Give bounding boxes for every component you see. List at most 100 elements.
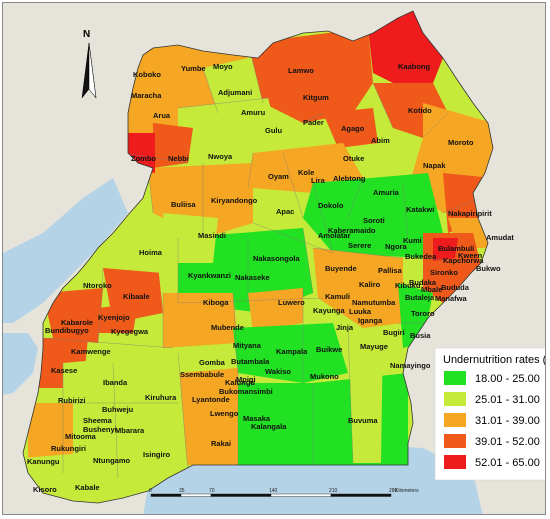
district-label-kaliro: Kaliro	[359, 280, 381, 289]
region-lamwo-kitgum	[248, 28, 373, 123]
district-label-kyenjojo: Kyenjojo	[98, 313, 130, 322]
region-agago	[323, 108, 378, 148]
district-label-alebtong: Alebtong	[333, 174, 366, 183]
map-frame: Koboko Yumbe Moyo Maracha Adjumani Arua Amuru Z…	[2, 2, 546, 515]
district-label-dokolo: Dokolo	[318, 201, 344, 210]
district-label-amuru: Amuru	[241, 108, 266, 117]
uganda-outline	[22, 10, 494, 504]
district-label-budaka: Budaka	[409, 278, 437, 287]
district-label-maracha: Maracha	[131, 91, 162, 100]
scale-bar-segment	[330, 493, 392, 497]
scale-bar-tick-label: 35	[179, 488, 185, 494]
north-arrow-right-half	[88, 42, 97, 99]
district-label-luwero: Luwero	[278, 298, 305, 307]
region-kalangala	[233, 383, 313, 465]
district-label-mpigi: Mpigi	[236, 375, 256, 384]
district-label-isingiro: Isingiro	[143, 450, 171, 459]
district-label-buliisa: Buliisa	[171, 200, 196, 209]
region-kyegegwa	[98, 303, 138, 333]
legend-label-3: 31.01 - 39.00	[475, 415, 540, 427]
district-label-moroto: Moroto	[448, 138, 474, 147]
district-label-kisoro: Kisoro	[33, 485, 57, 494]
region-apac-dokolo	[253, 188, 313, 223]
district-label-kyegegwa: Kyegegwa	[111, 327, 149, 336]
region-adjumani	[203, 58, 253, 113]
district-label-moyo: Moyo	[213, 62, 233, 71]
district-label-mityana: Mityana	[233, 341, 262, 350]
district-label-ntoroko: Ntoroko	[83, 281, 112, 290]
district-label-oyam: Oyam	[268, 172, 289, 181]
legend-label-5: 52.01 - 65.00	[475, 457, 540, 469]
district-label-agago: Agago	[341, 124, 365, 133]
district-label-bulambuli: Bulambuli	[438, 244, 474, 253]
district-label-kumi: Kumi	[403, 236, 422, 245]
district-label-mbarara: Mbarara	[115, 426, 145, 435]
lake-edward	[3, 333, 38, 395]
legend-swatch-2	[444, 392, 466, 406]
district-label-kabarole: Kabarole	[61, 318, 93, 327]
district-label-busia: Busia	[410, 331, 431, 340]
district-label-kalungu: Kalungu	[225, 378, 255, 387]
district-label-lira: Lira	[311, 176, 326, 185]
district-label-yumbe: Yumbe	[181, 64, 206, 73]
district-label-nakapiripirit: Nakapiripirit	[448, 209, 492, 218]
district-label-buvuma: Buvuma	[348, 416, 378, 425]
district-label-bushenyi: Bushenyi	[83, 425, 117, 434]
district-label-kitgum: Kitgum	[303, 93, 329, 102]
lake-albert	[3, 178, 128, 323]
uganda-map: Koboko Yumbe Moyo Maracha Adjumani Arua Amuru Z…	[3, 3, 546, 514]
district-label-kasese: Kasese	[51, 366, 77, 375]
district-label-pallisa: Pallisa	[378, 266, 403, 275]
district-label-kaabong: Kaabong	[398, 62, 431, 71]
district-label-kabale: Kabale	[75, 483, 100, 492]
district-label-kampala: Kampala	[276, 347, 308, 356]
district-label-butambala: Butambala	[231, 357, 270, 366]
legend-title: Undernutrition rates (%)	[443, 354, 546, 366]
scale-bar-tick-label: 210	[329, 488, 338, 494]
district-label-serere: Serere	[348, 241, 371, 250]
district-label-bududa: Bududa	[441, 283, 470, 292]
district-label-napak: Napak	[423, 161, 446, 170]
district-label-kapchorwa: Kapchorwa	[443, 256, 484, 265]
district-label-apac: Apac	[276, 207, 294, 216]
region-busoga	[313, 248, 403, 328]
legend-swatch-3	[444, 413, 466, 427]
district-label-kaberamaido: Kaberamaido	[328, 226, 376, 235]
legend-swatch-4	[444, 434, 466, 448]
district-label-amuria: Amuria	[373, 188, 400, 197]
district-label-ngora: Ngora	[385, 242, 407, 251]
district-label-katakwi: Katakwi	[406, 205, 434, 214]
district-label-pader: Pader	[303, 118, 324, 127]
district-label-namutumba: Namutumba	[352, 298, 396, 307]
district-label-sheema: Sheema	[83, 416, 113, 425]
district-label-mubende: Mubende	[211, 323, 244, 332]
district-label-arua: Arua	[153, 111, 171, 120]
district-label-buikwe: Buikwe	[316, 345, 342, 354]
district-label-masaka: Masaka	[243, 414, 271, 423]
district-labels: Koboko Yumbe Moyo Maracha Adjumani Arua Amuru Z…	[27, 62, 514, 494]
region-hoima	[103, 228, 168, 273]
district-label-ssembabule: Ssembabule	[180, 370, 224, 379]
legend: Undernutrition rates (%) 18.00 - 25.00 25…	[434, 347, 546, 481]
scale-bar-segment	[180, 493, 212, 497]
scale-bar-segment	[270, 493, 332, 497]
district-label-kotido: Kotido	[408, 106, 432, 115]
district-label-kween: Kween	[458, 251, 483, 260]
north-arrow: N	[81, 29, 97, 99]
district-label-amudat: Amudat	[486, 233, 514, 242]
region-buganda-central	[233, 323, 348, 383]
district-label-zombo: Zombo	[131, 154, 156, 163]
district-label-tororo: Tororo	[411, 309, 435, 318]
district-label-buhweju: Buhweju	[102, 405, 134, 414]
scale-bar-tick-label: 140	[269, 488, 278, 494]
district-label-wakiso: Wakiso	[265, 367, 291, 376]
north-label: N	[83, 29, 90, 40]
district-label-lyantonde: Lyantonde	[192, 395, 230, 404]
district-label-abim: Abim	[371, 136, 390, 145]
scale-bar-tick-label: 0	[149, 488, 152, 494]
district-label-mbale: Mbale	[421, 285, 442, 294]
district-label-ntungamo: Ntungamo	[93, 456, 130, 465]
district-label-koboko: Koboko	[133, 70, 161, 79]
district-label-lamwo: Lamwo	[288, 66, 314, 75]
